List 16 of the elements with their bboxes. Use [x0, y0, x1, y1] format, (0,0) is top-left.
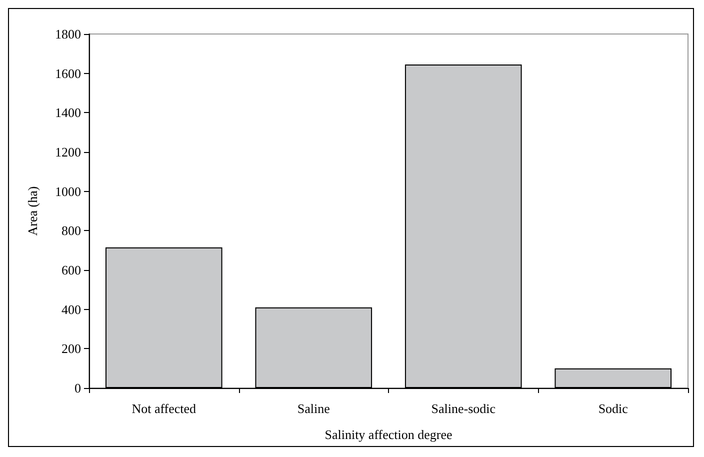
x-tick-label: Saline-sodic: [431, 401, 496, 416]
x-tick-label: Sodic: [598, 401, 628, 416]
x-tick-label: Not affected: [132, 401, 197, 416]
y-tick-label: 1400: [55, 105, 81, 120]
y-tick-label: 600: [62, 262, 81, 278]
y-tick-label: 1600: [55, 66, 81, 81]
y-axis-title: Area (ha): [25, 186, 40, 236]
x-tick-label: Saline: [297, 401, 330, 416]
x-axis-title: Salinity affection degree: [324, 427, 452, 442]
y-tick-label: 400: [62, 302, 81, 317]
y-tick-label: 1000: [55, 184, 81, 199]
y-tick-label: 1200: [55, 144, 81, 160]
y-tick-label: 1800: [55, 26, 81, 42]
y-tick-label: 0: [74, 380, 81, 396]
y-tick-label: 200: [62, 341, 81, 356]
y-tick-label: 800: [62, 223, 81, 238]
